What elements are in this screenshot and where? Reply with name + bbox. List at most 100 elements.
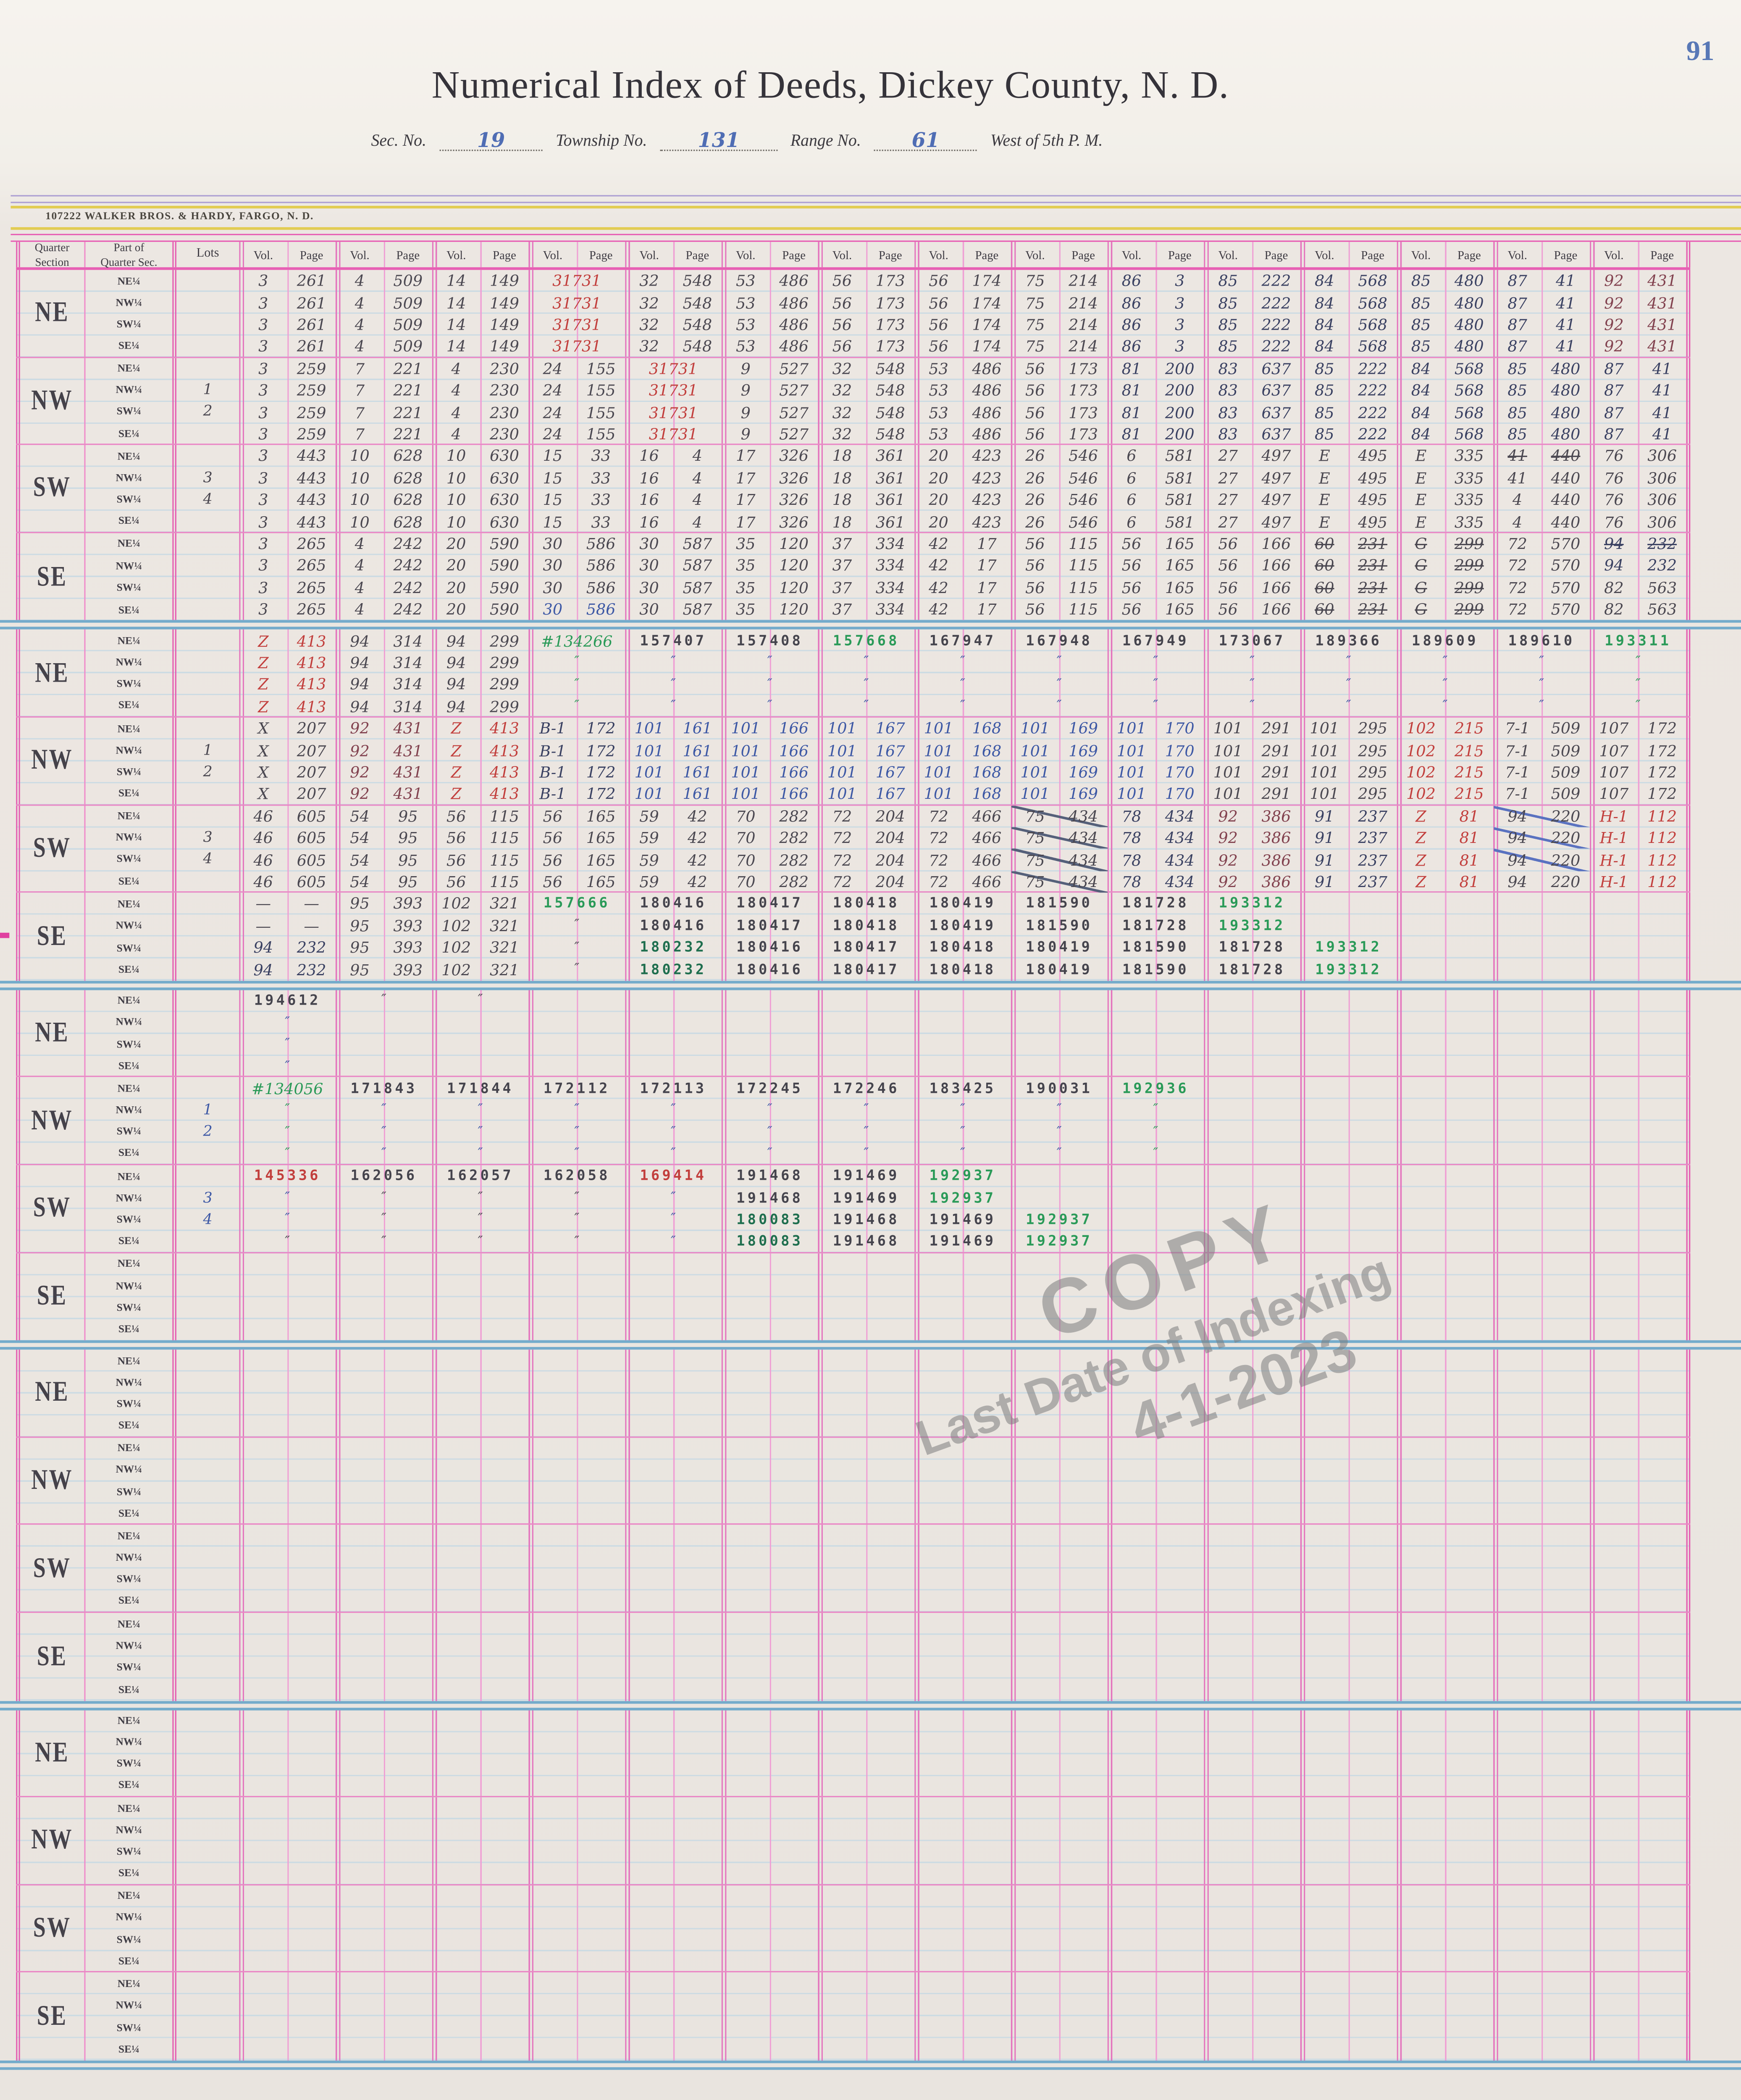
lots-value [176,445,239,467]
deed-entry-vol-page: H-1 112 [1590,827,1686,849]
deed-entry-text: #134266 [541,631,613,651]
deed-entry-number: 162056 [336,1165,432,1187]
lots-value: 4 [203,850,213,868]
quarter-label: NE [35,1736,69,1768]
deed-entry-vol-page: 4 509 [336,314,432,336]
deed-entry-vol-page: 94 299 [432,674,529,696]
deed-entry-vol-page: 41 440 [1493,445,1590,467]
township-value: 131 [660,130,777,151]
page-value: 120 [779,556,809,575]
vol-value: 3 [258,359,268,378]
ditto-mark: ″ [1153,677,1158,692]
vol-value: 102 [441,916,471,935]
deed-entry-text: 191469 [929,1234,996,1250]
deed-entry-vol-page: H-1 112 [1590,805,1686,827]
page-value: 221 [393,381,423,400]
deed-entry-vol-page: 94 314 [336,630,432,652]
lots-value [176,1635,239,1656]
part-labels-col: NE¼ NW¼ SW¼ SE¼ [86,1525,176,1612]
page-value: 386 [1261,872,1291,891]
vol-value: — [255,916,271,935]
deed-entry-vol-page: B-1 172 [528,740,625,761]
page-header-label: Page [589,248,613,262]
vol-value: 60 [1315,578,1334,597]
deed-entry-vol-page: 85 222 [1204,314,1300,336]
deed-entry-vol-page: E 495 [1300,445,1397,467]
deed-entry-number: 193312 [1204,893,1300,915]
page-value: 434 [1165,806,1195,826]
vol-value: 101 [1117,763,1146,782]
vol-header-label: Vol. [1218,248,1238,262]
deed-entry-vol-page: G 299 [1397,533,1494,555]
page-value: 314 [393,675,423,694]
vol-value: 3 [258,578,268,597]
part-labels-col: NE¼ NW¼ SW¼ SE¼ [86,1797,176,1884]
deed-entry-number: 172246 [818,1077,914,1099]
page-value: 527 [779,381,809,400]
page-value: 3 [1175,271,1185,291]
quarter-label-cell: NW [16,357,86,444]
vol-value: 59 [639,806,659,826]
ditto-mark: ″ [285,1234,290,1250]
quarter-block: SE NE¼ NW¼ SW¼ SE¼ — —95 393 102 321 157666 180416 1… [16,892,1691,981]
vol-page-header-pair: Vol. Page [625,242,722,270]
page-value: 386 [1261,806,1291,826]
quarter-label: SW [33,832,71,864]
deed-entry-vol-page: 32 548 [818,357,914,379]
vol-value: 3 [258,293,268,312]
deed-entry-vol-page: 14 149 [432,336,529,357]
quarter-section-header-line: Quarter [34,240,70,254]
deed-entry-vol-page: 56 173 [818,336,914,357]
deed-entry-vol-page: 35 120 [722,533,818,555]
vol-value: 16 [639,491,659,509]
vol-value: 6 [1127,468,1137,488]
page-value: 509 [1551,741,1581,760]
vol-value: 101 [1020,719,1050,738]
page-value: 637 [1261,403,1291,422]
page-value: 169 [1069,741,1098,760]
quarter-label-cell: SE [16,892,86,981]
vol-value: 56 [543,829,563,848]
entries-area [239,1885,1691,1971]
vol-value: E [1318,512,1330,531]
page-value: 299 [490,697,519,716]
vol-page-header-pair: Vol. Page [528,242,625,270]
vol-value: 4 [451,403,461,422]
page-value: 570 [1551,556,1581,575]
deed-entry-vol-page: 94 220 [1493,805,1590,827]
deed-entry-number: 31731 [528,270,625,292]
part-label: SW¼ [116,677,142,690]
deed-entry-text: 172112 [543,1080,610,1097]
part-label: NW¼ [116,1999,142,2012]
page-value: 166 [1261,600,1291,619]
deed-entry-text: 167949 [1122,633,1189,649]
page-value: 265 [297,556,326,575]
part-label: NW¼ [116,1016,142,1029]
vol-page-header-pair: Vol. Page [722,242,818,270]
deed-entry-vol-page: 53 486 [722,270,818,292]
deed-entry-vol-page: 84 568 [1397,357,1494,379]
page-value: 334 [875,578,905,597]
page-value: 637 [1261,381,1291,400]
vol-value: 4 [451,359,461,378]
ditto-mark: ″ [960,655,965,670]
deed-entry-vol-page: 78 434 [1108,827,1204,849]
vol-value: 42 [929,578,948,597]
vol-value: 18 [832,512,852,531]
deed-entry-vol-page: 91 237 [1300,827,1397,849]
page-value: 295 [1358,763,1388,782]
lots-value [176,1547,239,1568]
vol-value: 3 [258,468,268,488]
deed-entry-text: 180416 [736,961,804,978]
vol-value: 76 [1604,491,1624,509]
vol-value: 56 [543,806,563,826]
page-value: 443 [297,512,326,531]
vol-page-header-pair: Vol. Page [336,242,432,270]
page-header-label: Page [782,248,806,262]
lots-value [176,651,239,673]
vol-value: 42 [929,556,948,575]
vol-value: 30 [639,600,659,619]
part-label: NE¼ [117,1082,141,1095]
deed-entry-number: 180419 [914,893,1011,915]
